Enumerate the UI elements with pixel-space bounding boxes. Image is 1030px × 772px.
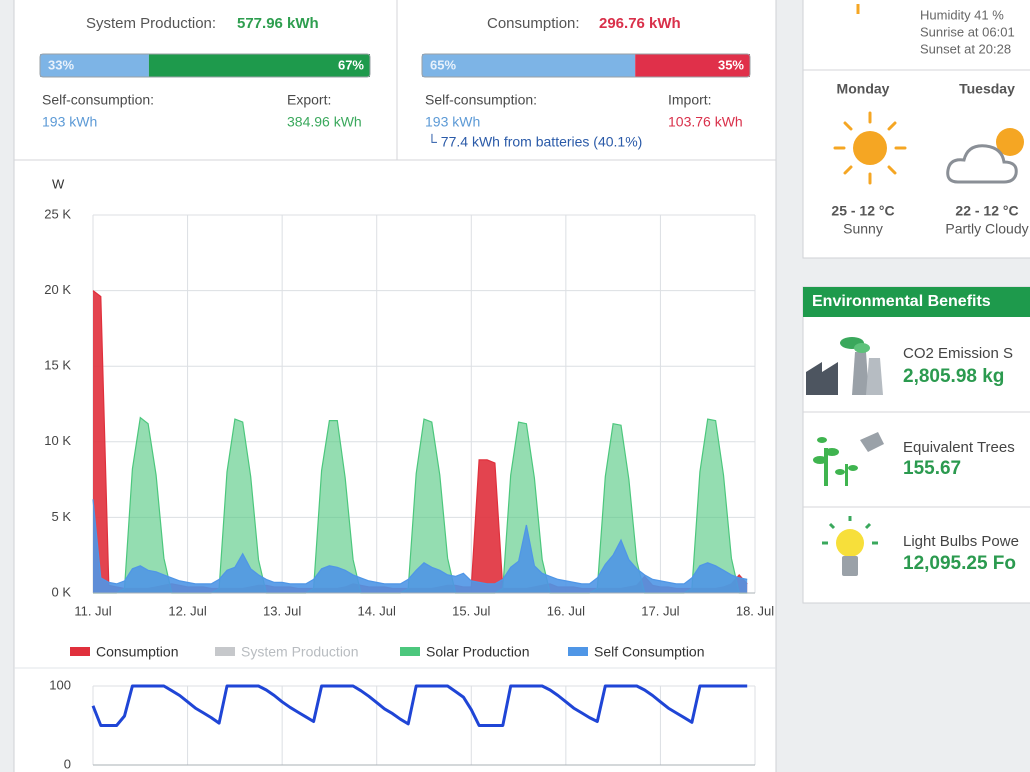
x-tick-label: 12. Jul xyxy=(168,603,206,618)
bar-frame xyxy=(421,53,751,78)
label: Self-consumption: xyxy=(42,92,154,108)
consumption-label: Consumption: xyxy=(487,15,580,32)
legend-label: Self Consumption xyxy=(594,644,705,660)
label: Self-consumption: xyxy=(425,92,537,108)
forecast-day: Tuesday xyxy=(959,81,1015,97)
x-tick-label: 18. Jul xyxy=(736,603,774,618)
x-tick-label: 13. Jul xyxy=(263,603,301,618)
area-fill xyxy=(93,499,748,593)
legend-label: System Production xyxy=(241,644,359,660)
forecast-sky: Partly Cloudy xyxy=(945,221,1028,237)
benefits-header xyxy=(803,287,1030,317)
split-bar: 33% 67% xyxy=(39,53,371,78)
factory-icon xyxy=(806,337,883,395)
series-line xyxy=(92,499,748,585)
value: 193 kWh xyxy=(42,114,97,130)
production-value: 577.96 kWh xyxy=(237,15,319,32)
bar-segment xyxy=(148,54,370,77)
label: Import: xyxy=(668,92,712,108)
weather-panel xyxy=(802,0,1030,259)
y-tick-label: 20 K xyxy=(44,282,71,297)
consumption-value: 296.76 kWh xyxy=(599,15,681,32)
area-fill xyxy=(93,417,748,593)
y-tick-label: 100 xyxy=(49,677,71,692)
x-tick-label: 17. Jul xyxy=(641,603,679,618)
y-tick-label: 10 K xyxy=(44,433,71,448)
trees-icon xyxy=(813,432,884,486)
legend-swatch xyxy=(70,647,90,656)
power-chart: 11. Jul 12. Jul 13. Jul 14. Jul 15. Jul 16. J… xyxy=(44,206,774,618)
forecast-sky: Sunny xyxy=(843,221,883,237)
benefit-label: CO2 Emission S xyxy=(903,345,1013,362)
production-label: System Production: xyxy=(86,15,216,32)
x-tick-label: 16. Jul xyxy=(547,603,585,618)
benefit-value: 2,805.98 kg xyxy=(903,366,1004,387)
bar-label: 33% xyxy=(48,57,74,72)
sunset: Sunset at 20:28 xyxy=(920,41,1011,56)
y-tick-label: 0 xyxy=(64,756,71,771)
forecast-day: Monday xyxy=(837,81,890,97)
legend-swatch xyxy=(400,647,420,656)
main-panel xyxy=(13,0,777,772)
cloudy-icon xyxy=(946,128,1024,184)
legend-swatch xyxy=(215,647,235,656)
humidity: Humidity 41 % xyxy=(920,7,1004,22)
benefit-value: 155.67 xyxy=(903,458,961,479)
legend-swatch xyxy=(568,647,588,656)
bar-label: 67% xyxy=(338,57,364,72)
bulb-icon xyxy=(822,516,878,576)
value: 103.76 kWh xyxy=(668,114,743,130)
forecast-temp: 22 - 12 °C xyxy=(955,203,1018,219)
battery-note: └ 77.4 kWh from batteries (40.1%) xyxy=(427,134,642,150)
sunrise: Sunrise at 06:01 xyxy=(920,24,1015,39)
y-tick-label: 0 K xyxy=(51,584,71,599)
y-axis-title: W xyxy=(52,176,65,191)
bar-label: 35% xyxy=(718,57,744,72)
legend: Consumption System Production Solar Produc… xyxy=(70,644,705,660)
split-bar: 65% 35% xyxy=(421,53,751,78)
legend-label: Solar Production xyxy=(426,644,530,660)
x-tick-label: 11. Jul xyxy=(74,603,111,618)
value: 384.96 kWh xyxy=(287,114,362,130)
x-tick-label: 14. Jul xyxy=(358,603,396,618)
sunny-icon xyxy=(833,111,907,185)
y-tick-label: 25 K xyxy=(44,206,71,221)
y-tick-label: 15 K xyxy=(44,358,71,373)
bar-segment xyxy=(40,54,149,77)
label: Export: xyxy=(287,92,331,108)
bar-frame xyxy=(39,53,371,78)
benefits-title: Environmental Benefits xyxy=(812,293,991,310)
bar-segment xyxy=(422,54,636,77)
battery-chart: 0 100 xyxy=(49,677,756,771)
y-tick-label: 5 K xyxy=(51,509,71,524)
benefit-label: Light Bulbs Powe xyxy=(903,533,1019,550)
x-tick-label: 15. Jul xyxy=(452,603,490,618)
bar-label: 65% xyxy=(430,57,456,72)
benefit-label: Equivalent Trees xyxy=(903,439,1015,456)
benefit-value: 12,095.25 Fo xyxy=(903,553,1016,574)
series-line xyxy=(91,684,748,727)
forecast-temp: 25 - 12 °C xyxy=(831,203,894,219)
value: 193 kWh xyxy=(425,114,480,130)
legend-label: Consumption xyxy=(96,644,179,660)
bar-segment xyxy=(635,54,750,77)
